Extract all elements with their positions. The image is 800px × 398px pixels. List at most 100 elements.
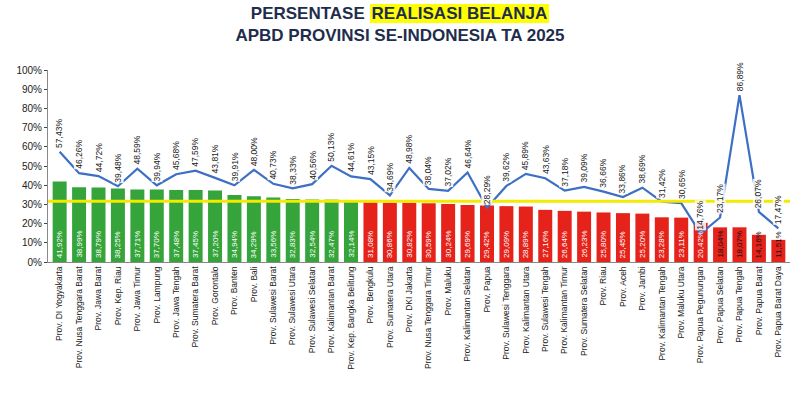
svg-text:29,09%: 29,09% bbox=[502, 231, 511, 258]
svg-text:11,51%: 11,51% bbox=[774, 231, 783, 258]
svg-text:46,26%: 46,26% bbox=[74, 139, 84, 168]
svg-text:46,64%: 46,64% bbox=[463, 139, 473, 168]
svg-text:34,29%: 34,29% bbox=[249, 231, 258, 258]
svg-text:39,62%: 39,62% bbox=[501, 153, 511, 182]
svg-text:39,94%: 39,94% bbox=[152, 152, 162, 181]
svg-text:37,20%: 37,20% bbox=[211, 230, 220, 257]
svg-text:48,59%: 48,59% bbox=[132, 135, 142, 164]
svg-text:37,70%: 37,70% bbox=[152, 231, 161, 258]
svg-text:Prov. Aceh: Prov. Aceh bbox=[618, 266, 628, 307]
svg-text:25,20%: 25,20% bbox=[638, 231, 647, 258]
svg-text:Prov. Sumatera Barat: Prov. Sumatera Barat bbox=[190, 266, 200, 348]
svg-text:45,68%: 45,68% bbox=[171, 141, 181, 170]
svg-text:37,02%: 37,02% bbox=[443, 157, 453, 186]
svg-text:Prov. Nusa Tenggara Barat: Prov. Nusa Tenggara Barat bbox=[74, 266, 84, 368]
svg-text:Prov. Nusa Tenggara Timur: Prov. Nusa Tenggara Timur bbox=[423, 266, 433, 369]
svg-text:30,24%: 30,24% bbox=[444, 230, 453, 257]
svg-text:60%: 60% bbox=[22, 141, 42, 152]
svg-text:Prov. Kalimantan Barat: Prov. Kalimantan Barat bbox=[326, 266, 336, 353]
svg-text:Prov. Papua Tengah: Prov. Papua Tengah bbox=[734, 266, 744, 343]
svg-text:40,56%: 40,56% bbox=[308, 151, 318, 180]
svg-text:Prov. Jawa Timur: Prov. Jawa Timur bbox=[132, 266, 142, 331]
svg-text:32,83%: 32,83% bbox=[288, 231, 297, 258]
svg-text:10%: 10% bbox=[22, 237, 42, 248]
svg-text:Prov. Papua Barat Daya: Prov. Papua Barat Daya bbox=[773, 266, 783, 357]
svg-text:Prov. Lampung: Prov. Lampung bbox=[152, 266, 162, 323]
svg-text:32,54%: 32,54% bbox=[308, 231, 317, 258]
svg-text:Prov. Maluku Utara: Prov. Maluku Utara bbox=[676, 266, 686, 338]
svg-text:80%: 80% bbox=[22, 103, 42, 114]
svg-text:47,59%: 47,59% bbox=[190, 137, 200, 166]
svg-text:Prov. Sulawesi Barat: Prov. Sulawesi Barat bbox=[268, 266, 278, 345]
svg-text:48,00%: 48,00% bbox=[249, 137, 259, 166]
svg-text:38,25%: 38,25% bbox=[113, 231, 122, 258]
svg-text:23,11%: 23,11% bbox=[677, 231, 686, 258]
svg-text:44,61%: 44,61% bbox=[346, 143, 356, 172]
svg-text:33,86%: 33,86% bbox=[617, 164, 627, 193]
svg-text:36,66%: 36,66% bbox=[598, 158, 608, 187]
svg-text:31,08%: 31,08% bbox=[366, 231, 375, 258]
svg-text:45,89%: 45,89% bbox=[520, 141, 530, 170]
svg-text:Prov. DKI Jakarta: Prov. DKI Jakarta bbox=[404, 266, 414, 332]
svg-text:Prov. Jambi: Prov. Jambi bbox=[637, 266, 647, 310]
svg-text:17,47%: 17,47% bbox=[773, 195, 783, 224]
svg-text:Prov. Maluku: Prov. Maluku bbox=[443, 266, 453, 315]
svg-text:43,15%: 43,15% bbox=[366, 146, 376, 175]
svg-text:28,89%: 28,89% bbox=[521, 231, 530, 258]
svg-text:25,80%: 25,80% bbox=[599, 231, 608, 258]
svg-text:14,16%: 14,16% bbox=[754, 231, 763, 258]
svg-text:41,92%: 41,92% bbox=[55, 231, 64, 258]
svg-text:30,82%: 30,82% bbox=[405, 231, 414, 258]
svg-text:90%: 90% bbox=[22, 84, 42, 95]
svg-text:37,45%: 37,45% bbox=[191, 231, 200, 258]
svg-text:20,42%: 20,42% bbox=[696, 231, 705, 258]
svg-text:Prov. Papua Pegunungan: Prov. Papua Pegunungan bbox=[695, 266, 705, 363]
svg-text:23,28%: 23,28% bbox=[657, 231, 666, 258]
svg-text:18,07%: 18,07% bbox=[735, 231, 744, 258]
svg-text:38,99%: 38,99% bbox=[75, 230, 84, 257]
svg-text:43,81%: 43,81% bbox=[210, 144, 220, 173]
svg-text:40,73%: 40,73% bbox=[268, 150, 278, 179]
svg-text:29,42%: 29,42% bbox=[482, 231, 491, 258]
svg-text:70%: 70% bbox=[22, 122, 42, 133]
svg-text:14,76%: 14,76% bbox=[695, 201, 705, 230]
svg-text:30%: 30% bbox=[22, 199, 42, 210]
svg-text:38,33%: 38,33% bbox=[288, 155, 298, 184]
svg-text:43,63%: 43,63% bbox=[541, 145, 551, 174]
svg-text:26,07%: 26,07% bbox=[753, 179, 763, 208]
svg-text:44,72%: 44,72% bbox=[94, 143, 104, 172]
svg-text:40%: 40% bbox=[22, 180, 42, 191]
svg-text:Prov. Riau: Prov. Riau bbox=[598, 266, 608, 305]
svg-text:26,23%: 26,23% bbox=[580, 230, 589, 257]
svg-text:38,04%: 38,04% bbox=[423, 156, 433, 185]
svg-text:Prov. Gorontalo: Prov. Gorontalo bbox=[210, 266, 220, 325]
svg-text:38,79%: 38,79% bbox=[94, 231, 103, 258]
svg-text:57,43%: 57,43% bbox=[54, 119, 64, 148]
svg-text:29,69%: 29,69% bbox=[463, 231, 472, 258]
svg-text:Prov. Kalimantan Tengah: Prov. Kalimantan Tengah bbox=[657, 266, 667, 360]
svg-text:Prov. Kep. Riau: Prov. Kep. Riau bbox=[113, 266, 123, 325]
svg-text:39,91%: 39,91% bbox=[230, 152, 240, 181]
svg-text:32,14%: 32,14% bbox=[347, 230, 356, 257]
svg-text:Prov. Papua Barat: Prov. Papua Barat bbox=[754, 266, 764, 335]
svg-text:Prov. Sulawesi Utara: Prov. Sulawesi Utara bbox=[288, 266, 298, 345]
svg-text:20%: 20% bbox=[22, 218, 42, 229]
svg-text:26,64%: 26,64% bbox=[560, 231, 569, 258]
svg-text:Prov. Kalimantan Timur: Prov. Kalimantan Timur bbox=[559, 266, 569, 354]
svg-text:48,98%: 48,98% bbox=[404, 134, 414, 163]
svg-text:Prov. Bengkulu: Prov. Bengkulu bbox=[365, 266, 375, 323]
svg-text:Prov. Sulawesi Tenggara: Prov. Sulawesi Tenggara bbox=[501, 266, 511, 360]
svg-text:100%: 100% bbox=[16, 65, 42, 76]
svg-text:27,16%: 27,16% bbox=[541, 231, 550, 258]
svg-text:Prov. Kalimantan Selatan: Prov. Kalimantan Selatan bbox=[462, 266, 472, 362]
svg-text:34,69%: 34,69% bbox=[385, 162, 395, 191]
svg-text:37,48%: 37,48% bbox=[172, 231, 181, 258]
svg-text:30,65%: 30,65% bbox=[677, 170, 687, 199]
svg-text:39,09%: 39,09% bbox=[579, 153, 589, 182]
svg-text:0%: 0% bbox=[28, 257, 43, 268]
svg-text:31,42%: 31,42% bbox=[657, 169, 667, 198]
svg-text:Prov. Papua: Prov. Papua bbox=[482, 266, 492, 312]
svg-text:Prov. Papua Selatan: Prov. Papua Selatan bbox=[715, 266, 725, 344]
svg-text:Prov. Sumatera Selatan: Prov. Sumatera Selatan bbox=[579, 266, 589, 356]
svg-text:25,45%: 25,45% bbox=[618, 231, 627, 258]
